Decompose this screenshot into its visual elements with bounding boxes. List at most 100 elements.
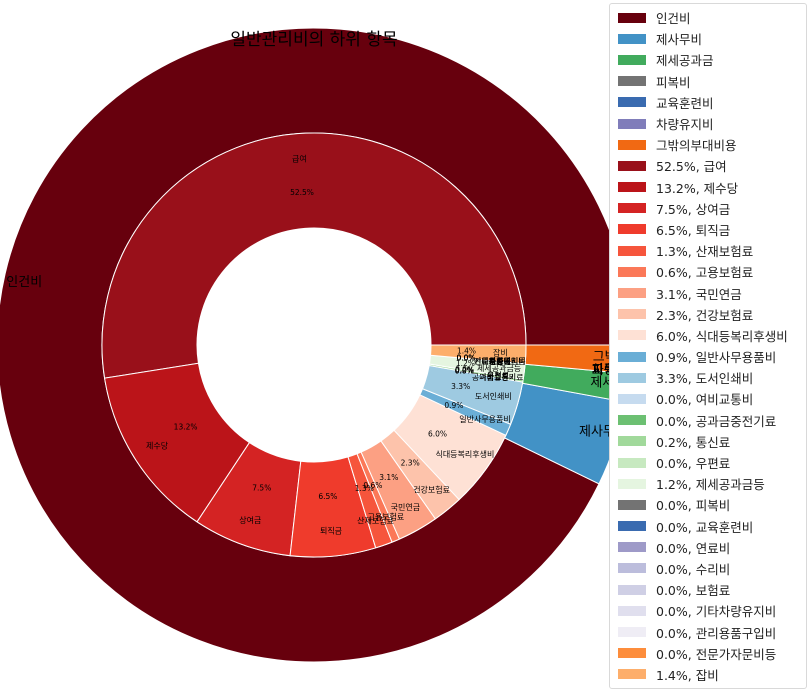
legend-label: 1.3%, 산재보험료 [656,244,754,260]
legend-swatch [618,648,646,659]
legend-swatch [618,627,646,638]
inner-name-label-8: 식대등복리후생비 [435,449,494,459]
legend-item: 0.0%, 수리비 [618,558,806,579]
inner-name-label-19: 수리비 [489,357,511,366]
legend-label: 교육훈련비 [656,95,714,111]
inner-pct-label-5: 0.6% [363,481,382,490]
inner-name-label-22: 관리용품구입비 [474,356,526,366]
legend-label: 제사무비 [656,32,703,48]
inner-pct-label-8: 6.0% [428,430,447,439]
legend-label: 피복비 [656,74,691,90]
legend-label: 인건비 [656,11,691,27]
legend-swatch [618,139,646,150]
legend-label: 0.0%, 보험료 [656,583,731,599]
inner-name-label-15: 제세공과금등 [477,364,521,373]
legend-label: 그밖의부대비용 [656,138,737,154]
legend-item: 0.0%, 교육훈련비 [618,516,806,537]
legend-item: 3.3%, 도서인쇄비 [618,367,806,388]
inner-pct-label-13: 0.2% [455,366,474,375]
inner-name-label-11: 여비교통비 [479,372,516,382]
legend-item: 0.0%, 공과금중전기료 [618,410,806,431]
legend-swatch [618,309,646,320]
legend-label: 3.1%, 국민연금 [656,286,742,302]
inner-name-label-16: 피복비 [489,357,511,366]
inner-name-label-14: 우편료 [487,370,509,380]
legend: 인건비 제사무비 제세공과금 피복비 교육훈련비 차량유지비 그밖의부대비용 52.5%, 급… [609,3,807,689]
inner-pct-label-22: 0.0% [456,353,475,362]
legend-swatch [618,605,646,616]
inner-name-label-3: 퇴직금 [320,525,342,535]
legend-item: 0.0%, 전문가자문비등 [618,643,806,664]
legend-label: 52.5%, 급여 [656,159,727,175]
inner-pct-label-24: 1.4% [457,347,476,356]
inner-pct-label-17: 0.0% [456,353,475,362]
legend-label: 0.0%, 우편료 [656,456,731,472]
inner-pct-label-7: 2.3% [401,459,420,468]
legend-item: 0.0%, 피복비 [618,494,806,515]
legend-label: 0.0%, 전문가자문비등 [656,646,777,662]
legend-item: 인건비 [618,7,806,28]
legend-item: 교육훈련비 [618,92,806,113]
inner-pct-label-23: 0.0% [456,353,475,362]
legend-item: 0.0%, 기타차량유지비 [618,600,806,621]
inner-name-label-4: 산재보험료 [357,516,394,526]
legend-swatch [618,182,646,193]
inner-pct-label-15: 1.2% [456,359,475,368]
legend-item: 6.0%, 식대등복리후생비 [618,325,806,346]
legend-swatch [618,584,646,595]
inner-pct-label-3: 6.5% [318,492,337,501]
legend-label: 0.0%, 수리비 [656,561,731,577]
legend-swatch [618,372,646,383]
inner-pct-label-0: 52.5% [290,188,314,197]
inner-pct-label-18: 0.0% [456,353,475,362]
legend-label: 0.0%, 연료비 [656,540,731,556]
legend-swatch [618,521,646,532]
legend-swatch [618,499,646,510]
legend-swatch [618,542,646,553]
legend-swatch [618,457,646,468]
inner-name-label-2: 상여금 [239,515,261,525]
legend-swatch [618,12,646,23]
inner-name-label-20: 보험료 [489,357,511,366]
outer-label-0: 인건비 [6,275,42,290]
legend-item: 1.2%, 제세공과금등 [618,473,806,494]
legend-label: 0.0%, 공과금중전기료 [656,413,777,429]
legend-label: 0.6%, 고용보험료 [656,265,754,281]
legend-item: 제사무비 [618,28,806,49]
inner-pct-label-11: 0.0% [455,367,474,376]
legend-swatch [618,436,646,447]
inner-name-label-0: 급여 [292,154,307,164]
legend-label: 0.0%, 여비교통비 [656,392,754,408]
inner-name-label-1: 제수당 [146,441,169,451]
legend-item: 0.0%, 보험료 [618,579,806,600]
legend-label: 0.0%, 기타차량유지비 [656,604,777,620]
inner-pct-label-9: 0.9% [444,401,463,410]
legend-swatch [618,351,646,362]
legend-swatch [618,330,646,341]
legend-swatch [618,97,646,108]
legend-label: 6.5%, 퇴직금 [656,222,731,238]
legend-label: 3.3%, 도서인쇄비 [656,371,754,387]
legend-item: 0.6%, 고용보험료 [618,261,806,282]
legend-item: 13.2%, 제수당 [618,177,806,198]
legend-label: 6.0%, 식대등복리후생비 [656,328,788,344]
legend-label: 1.4%, 잡비 [656,667,719,683]
inner-name-label-17: 교육훈련비 [481,356,518,366]
inner-name-label-21: 기타차량유지비 [474,356,526,366]
legend-swatch [618,224,646,235]
inner-pct-label-19: 0.0% [456,353,475,362]
legend-swatch [618,393,646,404]
legend-item: 0.0%, 관리용품구입비 [618,621,806,642]
legend-item: 6.5%, 퇴직금 [618,219,806,240]
legend-item: 52.5%, 급여 [618,155,806,176]
inner-name-label-10: 도서인쇄비 [475,391,512,401]
legend-swatch [618,33,646,44]
inner-name-label-5: 고용보험료 [367,513,404,522]
legend-item: 그밖의부대비용 [618,134,806,155]
inner-pct-label-21: 0.0% [456,353,475,362]
legend-item: 0.0%, 우편료 [618,452,806,473]
inner-pct-label-12: 0.0% [455,367,474,376]
legend-swatch [618,563,646,574]
legend-label: 7.5%, 상여금 [656,201,731,217]
